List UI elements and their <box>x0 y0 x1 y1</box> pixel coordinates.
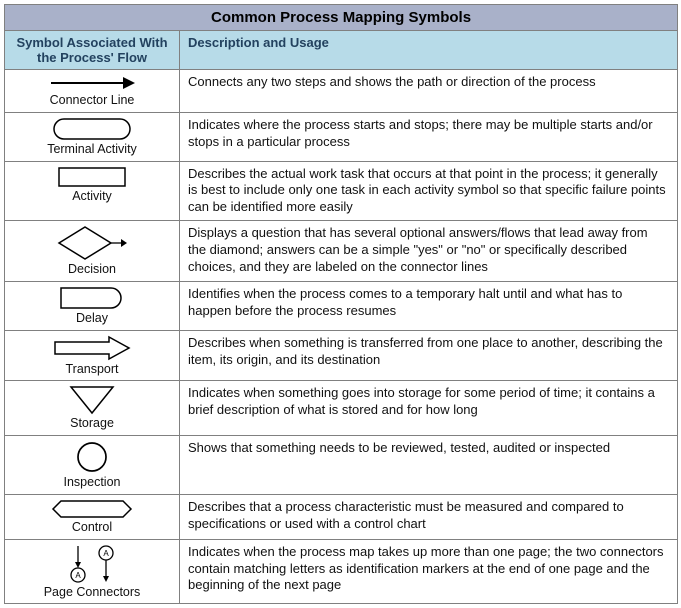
symbol-cell-delay: Delay <box>5 281 180 330</box>
desc-cell: Describes the actual work task that occu… <box>180 161 678 221</box>
desc-cell: Displays a question that has several opt… <box>180 221 678 282</box>
symbol-cell-activity: Activity <box>5 161 180 221</box>
desc-cell: Describes that a process characteristic … <box>180 494 678 539</box>
symbol-label: Control <box>72 521 112 535</box>
inspection-icon <box>75 440 109 474</box>
table-row: Activity Describes the actual work task … <box>5 161 678 221</box>
table-title: Common Process Mapping Symbols <box>5 5 678 31</box>
table-row: Inspection Shows that something needs to… <box>5 436 678 495</box>
table-row: Control Describes that a process charact… <box>5 494 678 539</box>
table-row: Terminal Activity Indicates where the pr… <box>5 112 678 161</box>
symbol-label: Activity <box>72 190 112 204</box>
activity-icon <box>57 166 127 188</box>
page-connectors-icon: A A <box>62 544 122 584</box>
symbol-label: Delay <box>76 312 108 326</box>
control-icon <box>51 499 133 519</box>
col-header-description: Description and Usage <box>180 31 678 70</box>
process-mapping-symbols-table: Common Process Mapping Symbols Symbol As… <box>4 4 678 604</box>
symbol-label: Terminal Activity <box>47 143 137 157</box>
desc-cell: Connects any two steps and shows the pat… <box>180 70 678 113</box>
desc-cell: Describes when something is transferred … <box>180 330 678 381</box>
decision-icon <box>55 225 129 261</box>
symbol-cell-connector: Connector Line <box>5 70 180 113</box>
symbol-label: Connector Line <box>50 94 135 108</box>
desc-cell: Indicates where the process starts and s… <box>180 112 678 161</box>
table-row: Connector Line Connects any two steps an… <box>5 70 678 113</box>
desc-cell: Identifies when the process comes to a t… <box>180 281 678 330</box>
storage-icon <box>69 385 115 415</box>
table-row: Delay Identifies when the process comes … <box>5 281 678 330</box>
symbol-label: Decision <box>68 263 116 277</box>
symbol-cell-storage: Storage <box>5 381 180 436</box>
symbol-cell-inspection: Inspection <box>5 436 180 495</box>
symbol-cell-page-connectors: A A Page Connectors <box>5 539 180 604</box>
connector-line-icon <box>47 74 137 92</box>
symbol-cell-control: Control <box>5 494 180 539</box>
desc-cell: Indicates when the process map takes up … <box>180 539 678 604</box>
symbol-cell-transport: Transport <box>5 330 180 381</box>
symbol-cell-terminal: Terminal Activity <box>5 112 180 161</box>
symbol-label: Transport <box>65 363 118 377</box>
col-header-symbol: Symbol Associated With the Process' Flow <box>5 31 180 70</box>
page-connector-letter-right: A <box>103 549 109 558</box>
symbol-label: Inspection <box>64 476 121 490</box>
table-row: A A Page Connectors Indicates when the p… <box>5 539 678 604</box>
table-row: Decision Displays a question that has se… <box>5 221 678 282</box>
symbol-label: Page Connectors <box>44 586 141 600</box>
symbol-label: Storage <box>70 417 114 431</box>
table-row: Storage Indicates when something goes in… <box>5 381 678 436</box>
page-connector-letter-left: A <box>75 571 81 580</box>
delay-icon <box>59 286 125 310</box>
terminal-activity-icon <box>52 117 132 141</box>
desc-cell: Shows that something needs to be reviewe… <box>180 436 678 495</box>
desc-cell: Indicates when something goes into stora… <box>180 381 678 436</box>
symbol-cell-decision: Decision <box>5 221 180 282</box>
transport-icon <box>53 335 131 361</box>
table-row: Transport Describes when something is tr… <box>5 330 678 381</box>
